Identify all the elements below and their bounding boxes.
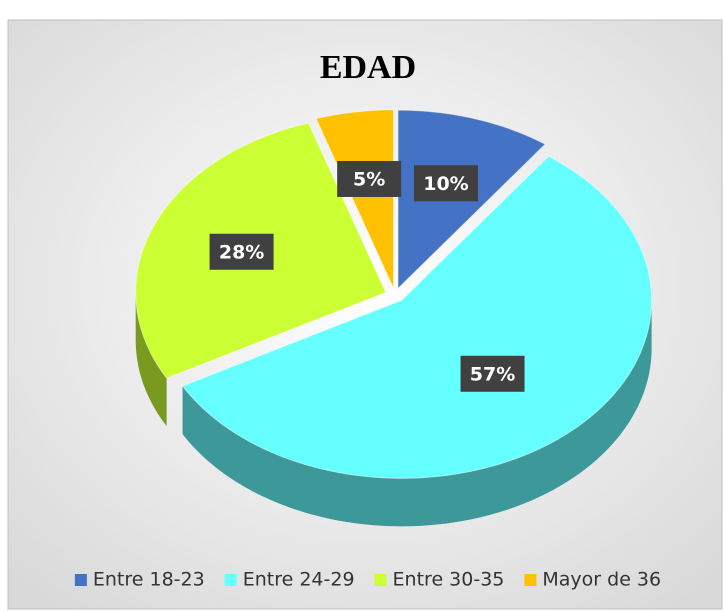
legend-label: Entre 30-35 xyxy=(393,569,505,591)
legend-label: Entre 18-23 xyxy=(93,569,205,591)
legend-swatch xyxy=(74,574,87,586)
data-label-box xyxy=(337,160,402,197)
slice xyxy=(181,155,653,479)
data-label: 5% xyxy=(353,168,385,190)
legend-swatch xyxy=(524,574,537,586)
legend-label: Entre 24-29 xyxy=(243,569,355,591)
slice xyxy=(315,109,394,289)
legend-swatch xyxy=(224,574,237,586)
data-label-box xyxy=(460,355,525,392)
data-label: 28% xyxy=(219,241,264,263)
legend-label: Mayor de 36 xyxy=(542,569,661,591)
slice-side xyxy=(135,292,167,427)
slice-side xyxy=(182,300,652,527)
data-label: 57% xyxy=(470,363,515,385)
data-label-box xyxy=(209,233,274,270)
data-label: 10% xyxy=(423,173,468,195)
data-label-box xyxy=(413,165,478,202)
legend-swatch xyxy=(374,574,387,586)
chart-title: EDAD xyxy=(320,49,416,86)
legend: Entre 18-23 Entre 24-29 Entre 30-35 Mayor d… xyxy=(74,569,661,591)
